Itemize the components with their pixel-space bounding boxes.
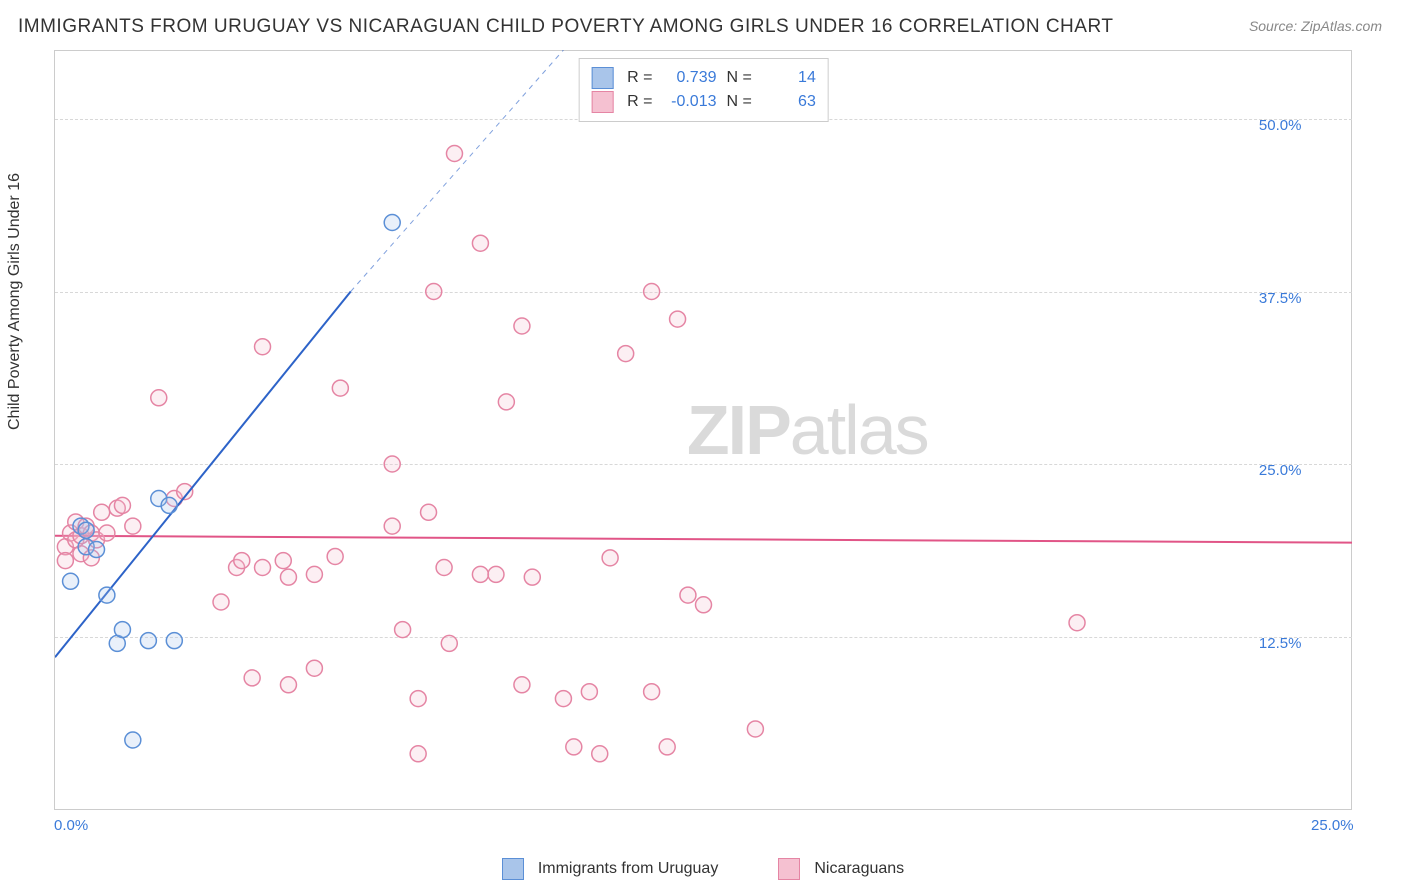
scatter-point bbox=[114, 497, 130, 513]
correlation-legend: R = 0.739 N = 14 R = -0.013 N = 63 bbox=[578, 58, 829, 122]
legend-row: R = 0.739 N = 14 bbox=[591, 67, 816, 89]
scatter-point bbox=[618, 346, 634, 362]
scatter-point bbox=[99, 587, 115, 603]
scatter-point bbox=[1069, 615, 1085, 631]
scatter-point bbox=[441, 635, 457, 651]
scatter-point bbox=[524, 569, 540, 585]
scatter-point bbox=[125, 732, 141, 748]
scatter-point bbox=[244, 670, 260, 686]
scatter-point bbox=[436, 560, 452, 576]
scatter-point bbox=[151, 390, 167, 406]
scatter-point bbox=[234, 553, 250, 569]
scatter-point bbox=[498, 394, 514, 410]
scatter-point bbox=[125, 518, 141, 534]
scatter-point bbox=[384, 215, 400, 231]
scatter-point bbox=[89, 542, 105, 558]
scatter-point bbox=[602, 550, 618, 566]
scatter-svg bbox=[55, 50, 1352, 809]
x-tick-label: 25.0% bbox=[1311, 817, 1354, 834]
scatter-point bbox=[670, 311, 686, 327]
chart-title: IMMIGRANTS FROM URUGUAY VS NICARAGUAN CH… bbox=[18, 16, 1113, 38]
scatter-point bbox=[255, 560, 271, 576]
scatter-point bbox=[280, 569, 296, 585]
scatter-point bbox=[99, 525, 115, 541]
scatter-point bbox=[275, 553, 291, 569]
scatter-point bbox=[696, 597, 712, 613]
scatter-point bbox=[166, 633, 182, 649]
scatter-point bbox=[63, 573, 79, 589]
scatter-point bbox=[644, 284, 660, 300]
scatter-point bbox=[581, 684, 597, 700]
scatter-point bbox=[280, 677, 296, 693]
scatter-point bbox=[78, 522, 94, 538]
n-label: N = bbox=[727, 93, 752, 111]
legend-swatch-blue bbox=[502, 858, 524, 880]
scatter-point bbox=[472, 235, 488, 251]
scatter-point bbox=[680, 587, 696, 603]
r-value: 0.739 bbox=[663, 69, 717, 87]
scatter-point bbox=[472, 566, 488, 582]
legend-swatch-pink bbox=[778, 858, 800, 880]
n-label: N = bbox=[727, 69, 752, 87]
scatter-point bbox=[395, 622, 411, 638]
scatter-point bbox=[140, 633, 156, 649]
scatter-point bbox=[644, 684, 660, 700]
legend-label: Nicaraguans bbox=[814, 860, 904, 878]
r-label: R = bbox=[627, 93, 652, 111]
plot-area: ZIPatlas R = 0.739 N = 14 R = -0.013 N =… bbox=[54, 50, 1352, 810]
scatter-point bbox=[306, 660, 322, 676]
scatter-point bbox=[213, 594, 229, 610]
scatter-point bbox=[421, 504, 437, 520]
y-axis-label: Child Poverty Among Girls Under 16 bbox=[6, 173, 24, 430]
scatter-point bbox=[384, 518, 400, 534]
n-value: 14 bbox=[762, 69, 816, 87]
scatter-point bbox=[161, 497, 177, 513]
scatter-point bbox=[446, 146, 462, 162]
scatter-point bbox=[114, 622, 130, 638]
legend-label: Immigrants from Uruguay bbox=[538, 860, 719, 878]
series-legend: Immigrants from Uruguay Nicaraguans bbox=[0, 858, 1406, 880]
x-tick-label: 0.0% bbox=[54, 817, 88, 834]
scatter-point bbox=[410, 691, 426, 707]
scatter-point bbox=[488, 566, 504, 582]
trend-line bbox=[55, 292, 351, 658]
scatter-point bbox=[410, 746, 426, 762]
scatter-point bbox=[514, 677, 530, 693]
scatter-point bbox=[555, 691, 571, 707]
scatter-point bbox=[747, 721, 763, 737]
scatter-point bbox=[327, 548, 343, 564]
source-label: Source: ZipAtlas.com bbox=[1249, 18, 1382, 34]
trend-line-dashed bbox=[351, 50, 564, 292]
legend-swatch-pink bbox=[591, 91, 613, 113]
scatter-point bbox=[57, 553, 73, 569]
scatter-point bbox=[332, 380, 348, 396]
scatter-point bbox=[255, 339, 271, 355]
legend-item: Nicaraguans bbox=[778, 858, 904, 880]
scatter-point bbox=[306, 566, 322, 582]
legend-item: Immigrants from Uruguay bbox=[502, 858, 719, 880]
r-value: -0.013 bbox=[663, 93, 717, 111]
trend-line bbox=[55, 536, 1352, 543]
scatter-point bbox=[566, 739, 582, 755]
legend-row: R = -0.013 N = 63 bbox=[591, 91, 816, 113]
r-label: R = bbox=[627, 69, 652, 87]
scatter-point bbox=[426, 284, 442, 300]
scatter-point bbox=[659, 739, 675, 755]
scatter-point bbox=[94, 504, 110, 520]
scatter-point bbox=[514, 318, 530, 334]
n-value: 63 bbox=[762, 93, 816, 111]
legend-swatch-blue bbox=[591, 67, 613, 89]
scatter-point bbox=[592, 746, 608, 762]
scatter-point bbox=[384, 456, 400, 472]
